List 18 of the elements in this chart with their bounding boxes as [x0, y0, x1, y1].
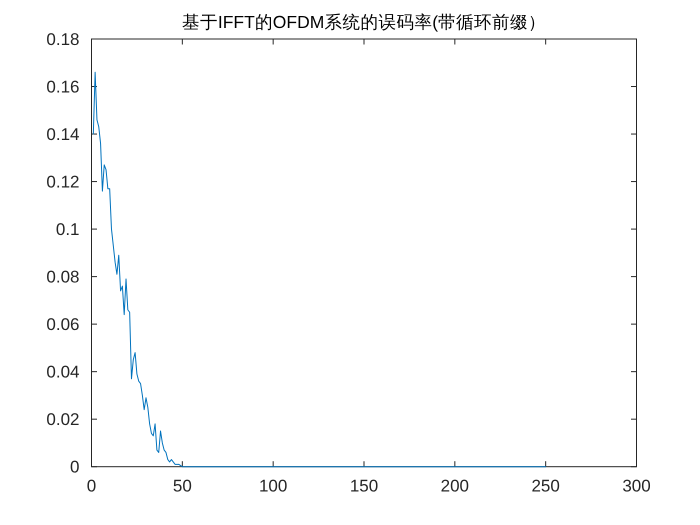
x-tick-label: 200 — [440, 476, 470, 496]
x-tick-label: 150 — [350, 476, 378, 496]
y-tick-label: 0.06 — [46, 315, 80, 334]
x-tick-label: 50 — [172, 476, 192, 496]
x-tick-label: 100 — [258, 476, 288, 496]
y-tick-label: 0.1 — [56, 220, 80, 240]
y-tick-label: 0.12 — [46, 172, 80, 192]
y-tick-label: 0 — [70, 458, 80, 477]
title: 基于IFFT的OFDM系统的误码率(带循环前缀） — [182, 12, 546, 32]
x-tick-label: 300 — [622, 476, 651, 496]
y-tick-label: 0.04 — [46, 362, 80, 382]
y-tick-label: 0.18 — [46, 30, 80, 49]
y-tick-label: 0.16 — [46, 78, 80, 97]
x-tick-label: 250 — [531, 476, 560, 496]
y-tick-label: 0.08 — [46, 268, 80, 287]
y-tick-label: 0.14 — [46, 125, 80, 144]
x-tick-label: 0 — [86, 476, 96, 496]
y-tick-label: 0.02 — [46, 410, 80, 430]
